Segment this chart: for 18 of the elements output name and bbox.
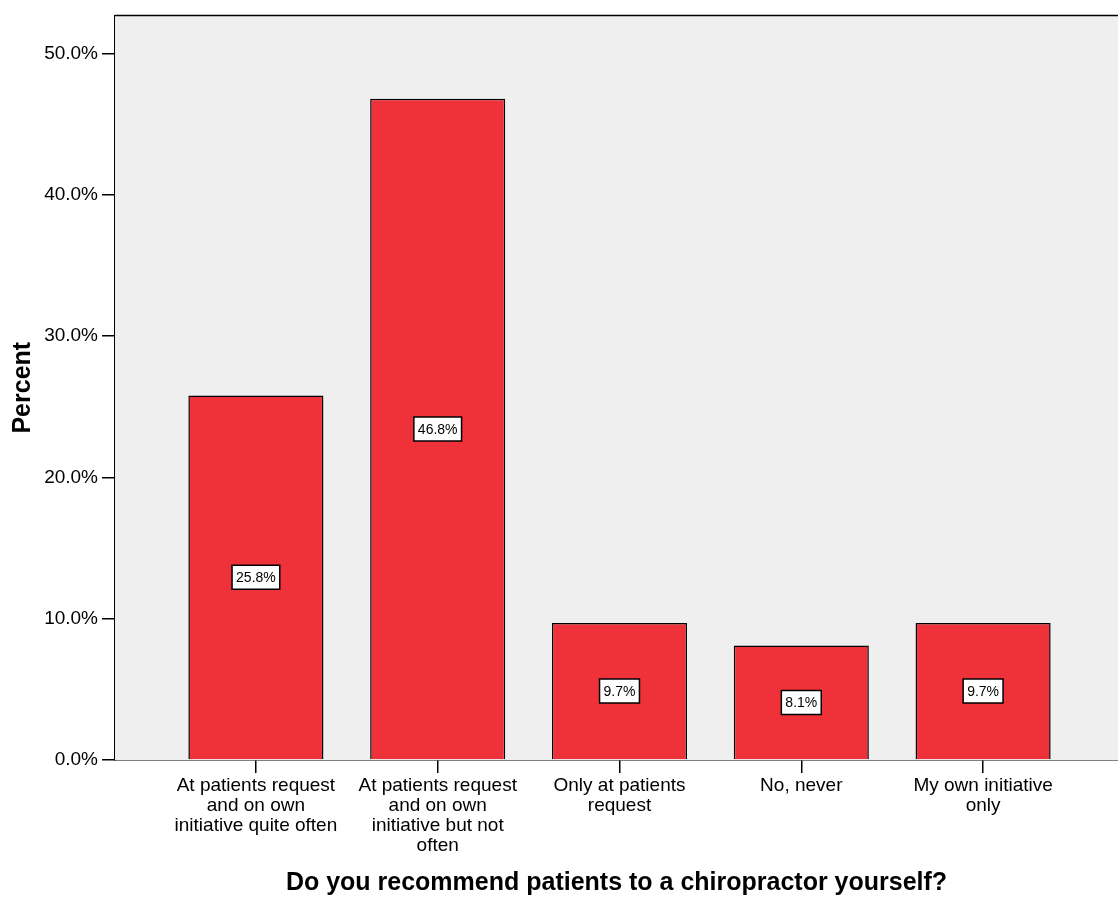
y-tick-label: 10.0% xyxy=(44,606,99,628)
data-label: 46.8% xyxy=(417,420,458,437)
y-tick-label: 40.0% xyxy=(44,183,99,205)
data-label: 9.7% xyxy=(967,682,1000,699)
y-axis-title: Percent xyxy=(7,341,36,434)
x-tick-label: At patients request and on own initiative but not often xyxy=(358,774,518,856)
y-tick-label: 50.0% xyxy=(44,41,99,63)
y-tick-label: 0.0% xyxy=(54,748,99,770)
data-label: 25.8% xyxy=(236,569,276,586)
x-axis-title: Do you recommend patients to a chiropractor yourself? xyxy=(285,867,948,896)
y-tick-label: 20.0% xyxy=(44,465,99,487)
x-tick-label: Only at patients request xyxy=(553,774,686,816)
x-tick-label: My own initiative only xyxy=(913,774,1053,816)
data-label: 8.1% xyxy=(785,694,818,711)
x-tick-label: No, never xyxy=(760,774,844,796)
data-label: 9.7% xyxy=(603,682,636,699)
x-tick-label: At patients request and on own initiative quite often xyxy=(174,774,338,836)
y-tick-label: 30.0% xyxy=(44,324,99,346)
